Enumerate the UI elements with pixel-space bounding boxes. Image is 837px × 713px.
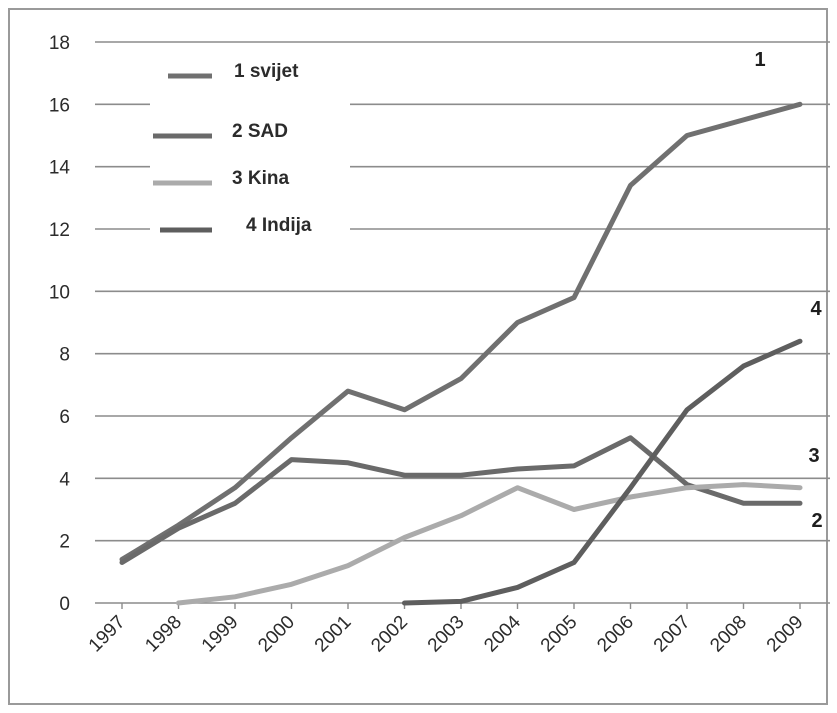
series-end-label-3: 3 [808, 445, 819, 467]
y-tick-label: 2 [59, 532, 70, 553]
series-line-2 [119, 435, 803, 565]
x-tick-label: 2007 [650, 612, 695, 657]
x-tick-label: 2003 [424, 612, 469, 657]
series-line-4 [402, 338, 803, 606]
x-tick-label: 2000 [254, 612, 299, 657]
x-tick-label: 2009 [763, 612, 808, 657]
y-tick-label: 18 [49, 33, 70, 54]
x-tick-label: 2002 [367, 612, 412, 657]
y-tick-label: 6 [59, 407, 70, 428]
chart-frame [8, 8, 828, 705]
y-tick-label: 8 [59, 345, 70, 366]
x-tick-label: 2008 [706, 612, 751, 657]
series-layer [119, 101, 803, 606]
y-tick-label: 0 [59, 594, 70, 615]
y-tick-label: 16 [49, 95, 70, 116]
legend-label-1: 1 svijet [234, 61, 299, 82]
series-line-3 [176, 482, 803, 606]
legend: 1 svijet 2 SAD 3 Kina 4 Indija [150, 50, 350, 250]
series-end-label-1: 1 [754, 49, 765, 71]
legend-background [150, 50, 350, 250]
y-tick-label: 4 [59, 469, 70, 490]
end-labels: 1 2 3 4 [754, 49, 822, 532]
series-end-label-2: 2 [811, 510, 822, 532]
y-tick-label: 10 [49, 282, 70, 303]
x-tick-label: 2005 [537, 612, 582, 657]
y-tick-label: 14 [49, 158, 71, 179]
x-tick-label: 2001 [311, 612, 356, 657]
y-tick-label: 12 [49, 220, 70, 241]
series-end-label-4: 4 [810, 298, 822, 320]
x-tick-label: 1997 [85, 612, 130, 657]
legend-label-4: 4 Indija [246, 215, 312, 236]
x-tick-label: 2004 [480, 611, 525, 656]
legend-label-3: 3 Kina [232, 168, 289, 189]
x-tick-label: 2006 [593, 612, 638, 657]
legend-label-2: 2 SAD [232, 121, 288, 142]
x-tick-label: 1999 [198, 612, 243, 657]
x-tick-label: 1998 [141, 612, 186, 657]
